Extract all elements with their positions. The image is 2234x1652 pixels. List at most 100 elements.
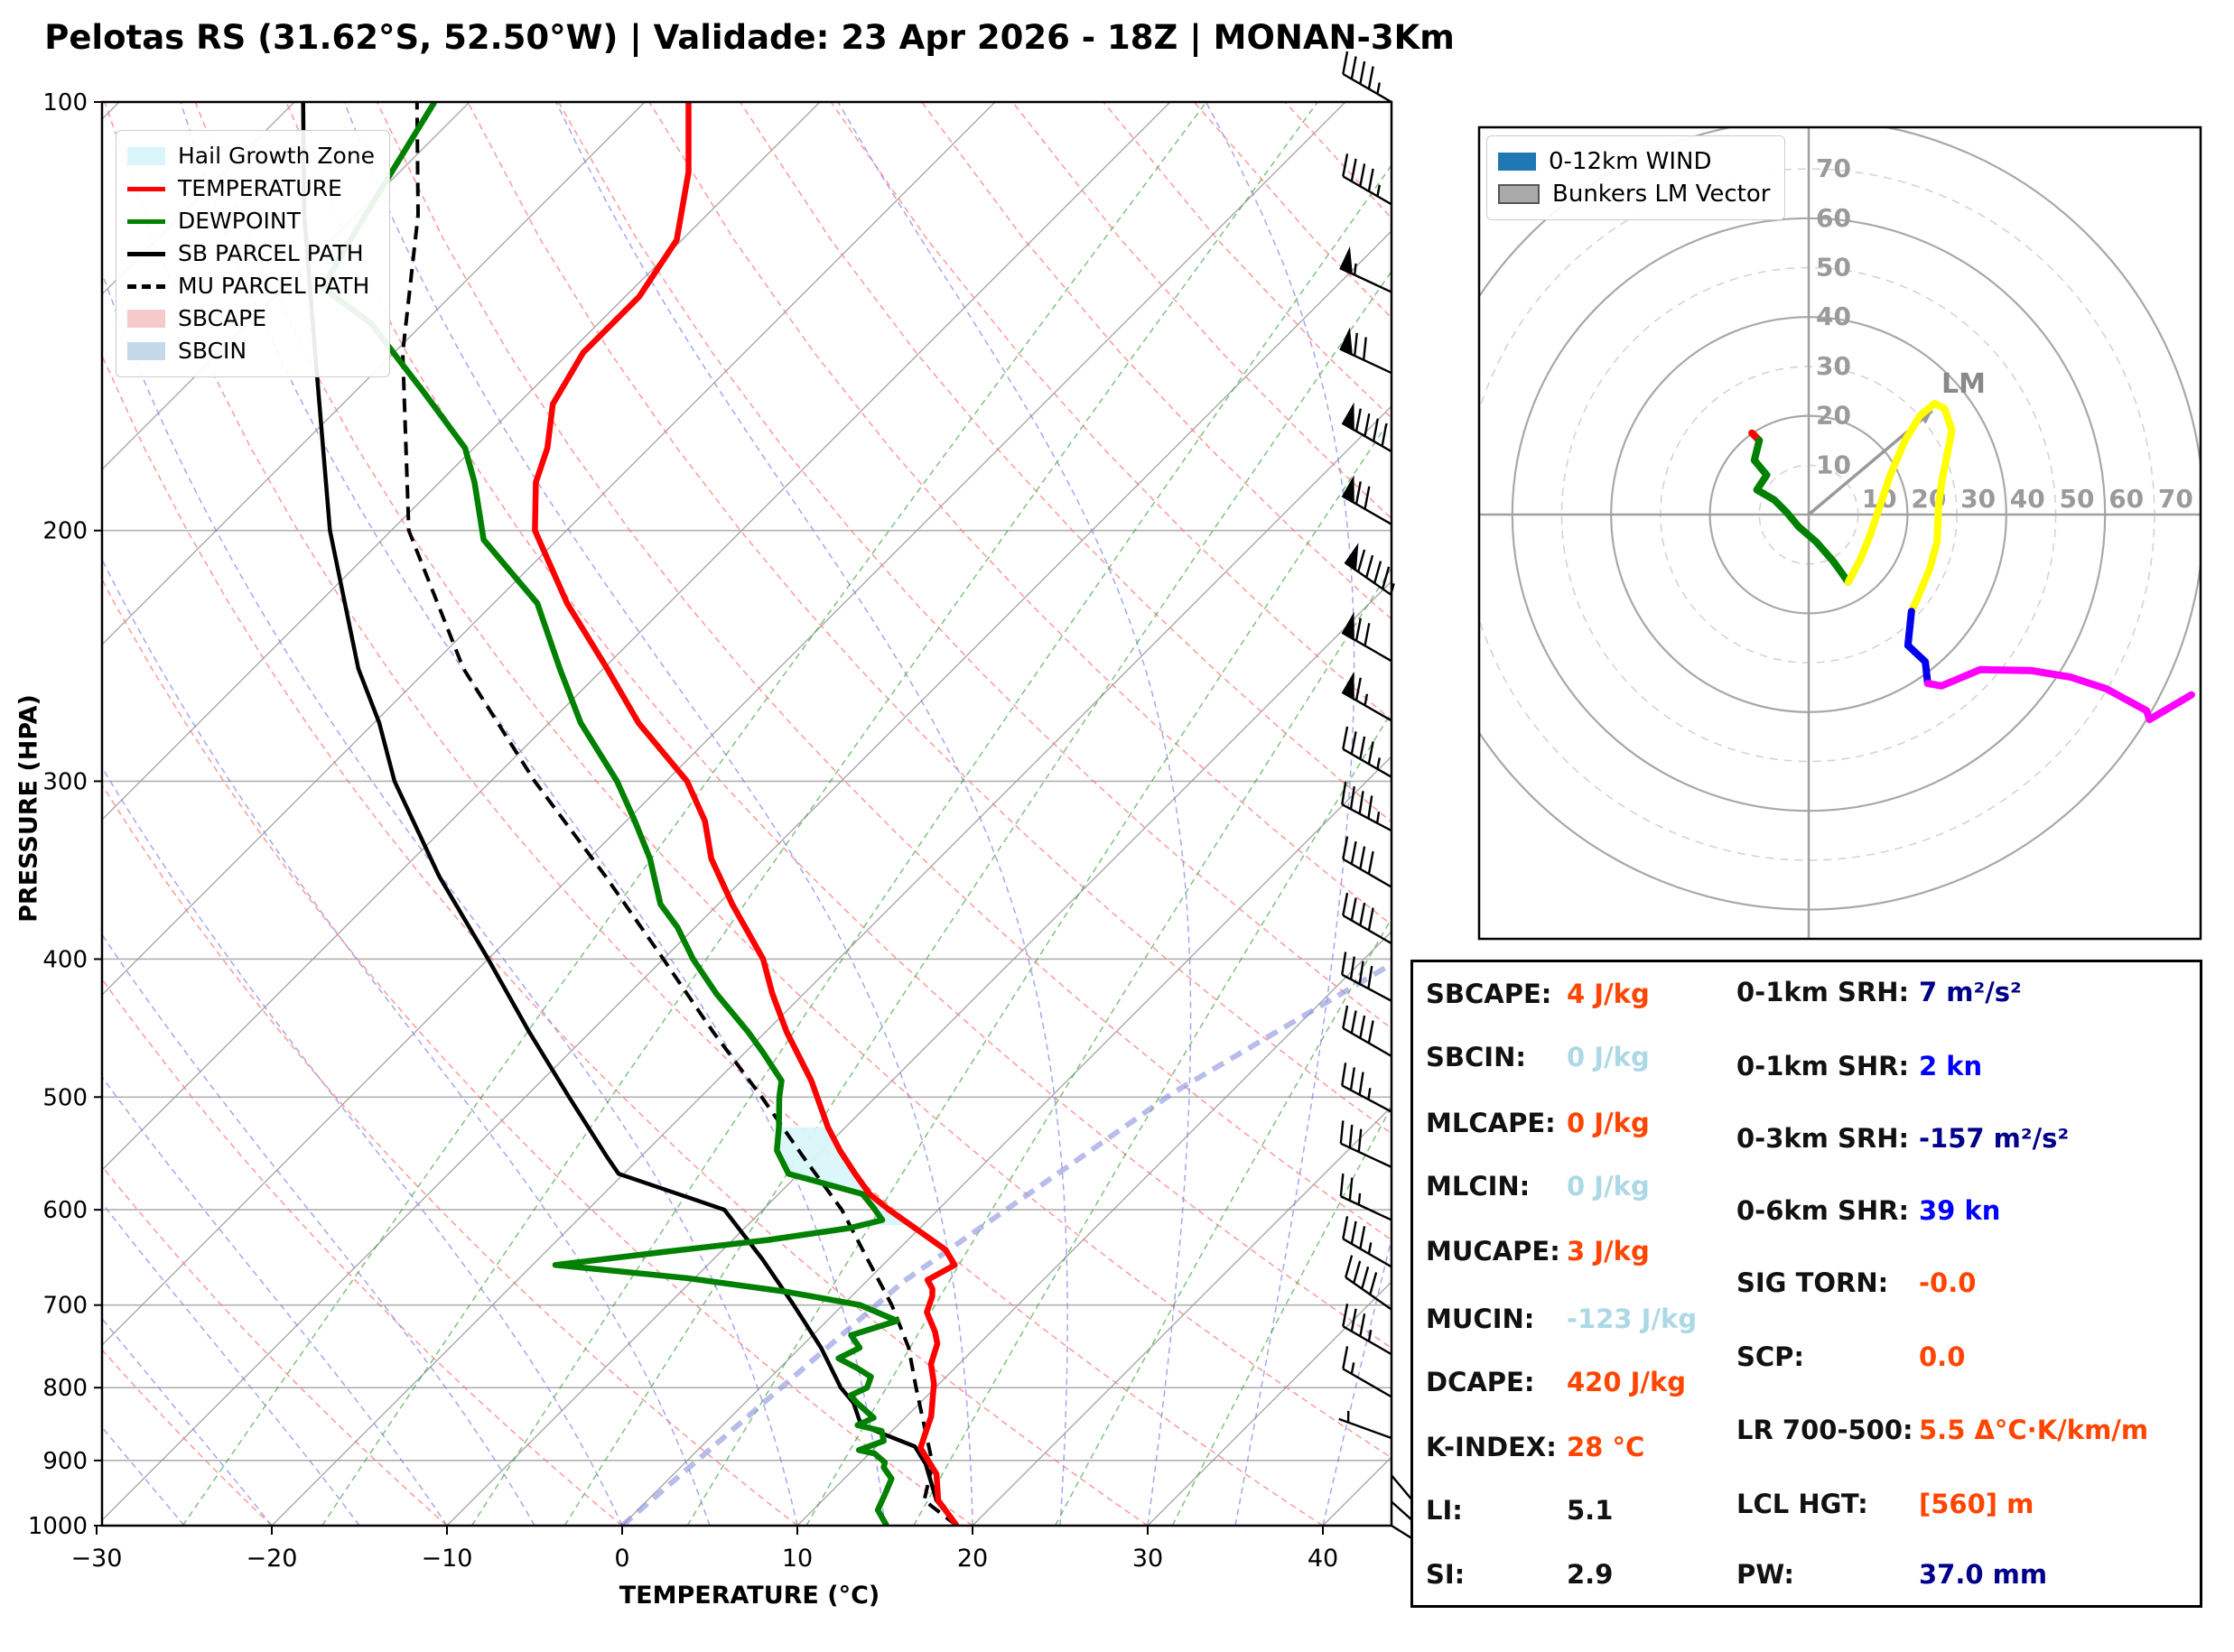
hodo-ring-label: 40	[1816, 302, 1851, 331]
pressure-tick: 900	[42, 1448, 88, 1475]
pressure-tick: 300	[42, 768, 88, 795]
hodo-ring-label: 40	[2010, 484, 2045, 514]
skewt-legend-label: TEMPERATURE	[178, 175, 342, 201]
index-row-label: LCL HGT:	[1736, 1489, 1868, 1519]
index-row-label: MLCAPE:	[1426, 1108, 1556, 1138]
temperature-tick: 30	[1132, 1545, 1163, 1573]
index-row-label: MUCAPE:	[1426, 1236, 1560, 1267]
temperature-curve	[532, 102, 960, 1526]
index-row-label: 0-6km SHR:	[1736, 1195, 1910, 1226]
index-row: MLCAPE: 0 J/kg	[1426, 1108, 2192, 1138]
temperature-tick: −20	[247, 1545, 298, 1573]
hodo-ring-label: 70	[1816, 153, 1851, 183]
pressure-tick: 800	[42, 1375, 88, 1402]
skewt-legend-swatch	[127, 147, 165, 165]
index-row-value: 5.5 Δ°C·K/km/m	[1919, 1415, 2149, 1445]
pressure-tick: 400	[42, 946, 88, 973]
index-row-value: 0 J/kg	[1567, 1042, 1650, 1072]
skewt-legend-swatch	[127, 218, 165, 224]
hodo-trace-mid	[1844, 399, 1956, 616]
skewt-legend-item: MU PARCEL PATH	[127, 270, 375, 302]
skewt-legend-swatch	[127, 342, 165, 360]
index-row: SIG TORN: -0.0	[1736, 1267, 2192, 1298]
index-row-label: LR 700-500:	[1736, 1415, 1913, 1445]
temperature-tick: 20	[957, 1545, 988, 1573]
index-row-value: -0.0	[1919, 1267, 1977, 1298]
hodo-ring-label: 30	[1960, 484, 1996, 514]
index-row: SBCIN: 0 J/kg	[1426, 1042, 2192, 1072]
hodo-trace-low	[1750, 436, 1852, 586]
index-row-value: 0 J/kg	[1567, 1171, 1650, 1202]
skewt-legend-label: SBCIN	[178, 338, 247, 364]
hodo-legend-label: Bunkers LM Vector	[1552, 181, 1771, 208]
index-row: 0-1km SRH: 7 m²/s²	[1736, 977, 2192, 1007]
index-row: LR 700-500: 5.5 Δ°C·K/km/m	[1736, 1415, 2192, 1445]
index-row-value: -157 m²/s²	[1919, 1123, 2070, 1154]
index-row-label: SBCIN:	[1426, 1042, 1526, 1072]
index-row: MLCIN: 0 J/kg	[1426, 1171, 2192, 1202]
index-row-label: LI:	[1426, 1495, 1463, 1526]
temperature-tick: 40	[1308, 1545, 1338, 1573]
index-row-value: 3 J/kg	[1567, 1236, 1650, 1267]
index-row-label: 0-1km SRH:	[1736, 977, 1910, 1007]
index-row-label: MUCIN:	[1426, 1304, 1535, 1334]
pressure-tick: 1000	[28, 1513, 88, 1540]
temperature-tick: 0	[614, 1545, 629, 1573]
left-mover-label: LM	[1941, 368, 1986, 400]
hodo-legend-item: 0-12km WIND	[1498, 145, 1770, 178]
hodo-legend-label: 0-12km WIND	[1549, 148, 1712, 175]
pressure-tick: 500	[42, 1084, 88, 1111]
skewt-legend-item: SBCAPE	[127, 302, 375, 335]
index-row-value: -123 J/kg	[1567, 1304, 1698, 1334]
index-row-label: SI:	[1426, 1559, 1466, 1590]
index-row-value: 37.0 mm	[1919, 1559, 2048, 1590]
skewt-legend-swatch	[127, 283, 165, 289]
index-row-label: SBCAPE:	[1426, 979, 1552, 1009]
skewt-legend-item: TEMPERATURE	[127, 172, 375, 205]
hodo-ring-label: 20	[1816, 401, 1851, 431]
skewt-legend-label: SB PARCEL PATH	[178, 240, 364, 266]
pressure-tick: 600	[42, 1197, 88, 1224]
index-row-label: 0-3km SRH:	[1736, 1123, 1910, 1154]
index-row-value: 2 kn	[1919, 1051, 1983, 1081]
index-row-value: 4 J/kg	[1567, 979, 1650, 1009]
page-title: Pelotas RS (31.62°S, 52.50°W) | Validade…	[44, 18, 1455, 57]
index-row: SCP: 0.0	[1736, 1341, 2192, 1372]
index-row: SBCAPE: 4 J/kg	[1426, 979, 2192, 1009]
dewpoint-curve	[319, 102, 900, 1526]
hodo-ring-label: 30	[1816, 351, 1851, 381]
temperature-tick: −30	[71, 1545, 123, 1573]
skewt-legend-swatch	[127, 251, 165, 256]
index-row: LI: 5.1	[1426, 1495, 2192, 1526]
index-row-value: 0.0	[1919, 1341, 1966, 1372]
hodo-ring-label: 50	[1816, 253, 1851, 283]
hodo-legend-item: Bunkers LM Vector	[1498, 178, 1770, 210]
index-row: K-INDEX: 28 °C	[1426, 1432, 2192, 1462]
index-row-value: [560] m	[1919, 1489, 2034, 1519]
index-row: MUCAPE: 3 J/kg	[1426, 1236, 2192, 1267]
skewt-legend-label: Hail Growth Zone	[178, 143, 376, 169]
skewt-legend-item: SBCIN	[127, 335, 375, 367]
skewt-legend-item: Hail Growth Zone	[127, 140, 375, 172]
index-row-value: 0 J/kg	[1567, 1108, 1650, 1138]
index-row-label: DCAPE:	[1426, 1367, 1535, 1397]
skewt-legend: Hail Growth Zone TEMPERATURE DEWPOINT SB PA…	[116, 130, 391, 377]
index-row: 0-1km SHR: 2 kn	[1736, 1051, 2192, 1081]
index-row: PW: 37.0 mm	[1736, 1559, 2192, 1590]
hodo-ring-label: 10	[1816, 450, 1851, 479]
mu-parcel-path	[401, 102, 958, 1526]
index-row-value: 28 °C	[1567, 1432, 1645, 1462]
index-row-value: 2.9	[1567, 1559, 1614, 1590]
skewt-legend-swatch	[127, 310, 165, 328]
index-row: LCL HGT: [560] m	[1736, 1489, 2192, 1519]
pressure-tick: 200	[42, 518, 88, 545]
skewt-legend-item: SB PARCEL PATH	[127, 237, 375, 270]
index-row-value: 39 kn	[1919, 1195, 2001, 1226]
index-row-label: PW:	[1736, 1559, 1794, 1590]
index-row-value: 420 J/kg	[1567, 1367, 1687, 1397]
hodo-trace-upper	[1904, 608, 1931, 688]
skewt-legend-item: DEWPOINT	[127, 205, 375, 237]
